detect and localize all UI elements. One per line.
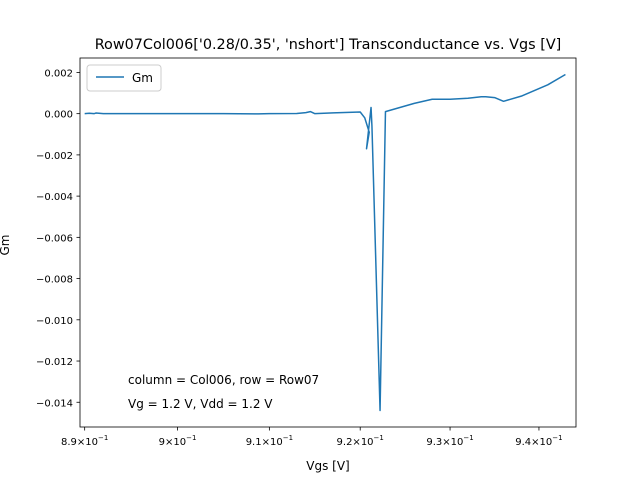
- y-tick-label: −0.004: [36, 192, 73, 203]
- x-tick-label: 9.3×10−1: [426, 434, 473, 448]
- legend: Gm: [86, 64, 162, 92]
- x-axis-label: Vgs [V]: [306, 459, 349, 473]
- plot-area: [84, 73, 566, 412]
- x-tick-label: 9×10−1: [159, 434, 197, 448]
- y-tick-label: −0.008: [36, 275, 73, 286]
- y-tick-label: 0.002: [44, 68, 73, 79]
- x-tick-label: 8.9×10−1: [61, 434, 108, 448]
- series-line-gm: [84, 73, 566, 412]
- y-tick-label: −0.002: [36, 151, 73, 162]
- x-tick-label: 9.4×10−1: [515, 434, 562, 448]
- annotation-bias: Vg = 1.2 V, Vdd = 1.2 V: [128, 397, 273, 411]
- plot-frame: [79, 57, 577, 428]
- y-tick-label: −0.010: [36, 316, 73, 327]
- y-tick-label: −0.006: [36, 233, 73, 244]
- x-tick-label: 9.2×10−1: [337, 434, 384, 448]
- chart-title: Row07Col006['0.28/0.35', 'nshort'] Trans…: [95, 37, 562, 53]
- y-tick-label: −0.012: [36, 357, 73, 368]
- legend-box: [86, 64, 162, 92]
- y-tick-label: 0.000: [44, 110, 73, 121]
- annotation-location: column = Col006, row = Row07: [128, 373, 319, 387]
- axes: 0.002 0.000 −0.002 −0.004 −0.006 −0.008 −0.010…: [36, 57, 577, 448]
- y-axis-label: Gm: [0, 235, 12, 256]
- y-tick-label: −0.014: [36, 398, 73, 409]
- x-tick-label: 9.1×10−1: [246, 434, 293, 448]
- legend-label-gm: Gm: [132, 71, 153, 85]
